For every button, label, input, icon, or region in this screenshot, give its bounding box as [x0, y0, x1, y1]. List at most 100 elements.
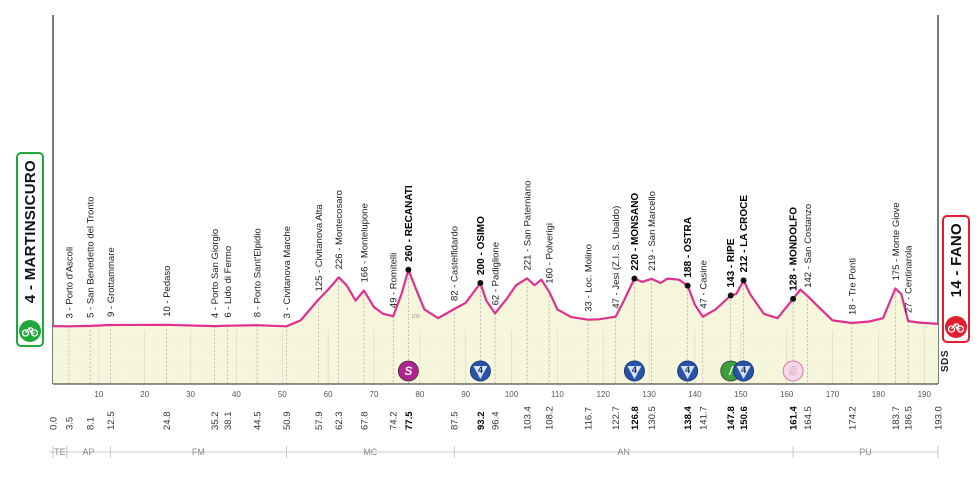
- x-tick-label: 10: [94, 390, 103, 399]
- region-label: MC: [363, 447, 377, 457]
- sprint-marker: S: [397, 360, 419, 382]
- km-label: 130.5: [647, 406, 658, 430]
- town-dot: [740, 277, 747, 284]
- km-label: 57.9: [314, 412, 325, 431]
- x-tick-label: 150: [734, 390, 748, 399]
- waypoint-label: 82 - Castelfidardo: [450, 226, 461, 301]
- sds-logo: SDS: [940, 350, 951, 373]
- x-tick-label: 40: [232, 390, 241, 399]
- km-label: 161.4: [789, 406, 800, 430]
- km-label: 0.0: [49, 417, 60, 430]
- km-label: 24.8: [162, 412, 173, 431]
- region-label: TE: [54, 447, 66, 457]
- finish-bicycle-icon: [945, 316, 967, 338]
- km-label: 103.4: [523, 406, 534, 430]
- climb-triangle: [627, 366, 642, 379]
- waypoint-label: 33 - Loc. Molino: [584, 244, 595, 312]
- waypoint-label: 160 - Polverigi: [545, 223, 556, 284]
- km4-marker: 4: [677, 360, 699, 382]
- km-label: 126.8: [630, 406, 641, 430]
- waypoint-label: 47 - Casine: [698, 260, 709, 309]
- waypoint-label: 175 - Monte Giove: [891, 202, 902, 280]
- sprint2-marker: S: [782, 360, 804, 382]
- km-label: 183.7: [891, 406, 902, 430]
- x-tick-label: 110: [551, 390, 564, 399]
- km-label: 116.7: [584, 407, 595, 430]
- waypoint-label: 219 - San Marcello: [647, 191, 658, 271]
- waypoint-label: 125 - Civitanova Alta: [314, 204, 325, 292]
- profile-line: [52, 268, 939, 328]
- town-dot: [631, 275, 638, 282]
- sprint-light-icon: [782, 360, 804, 382]
- x-tick-label: 20: [140, 390, 149, 399]
- waypoint-label: 8 - Porto Sant'Elpidio: [253, 228, 264, 317]
- finish-label: 14 - FANO: [947, 223, 965, 298]
- km-label: 3.5: [65, 417, 76, 430]
- region-label: FM: [192, 447, 205, 457]
- km-label: 35.2: [210, 412, 221, 431]
- km-label: 67.8: [359, 412, 370, 431]
- x-tick-label: 160: [780, 390, 794, 399]
- km-label: 38.1: [223, 412, 234, 431]
- marker-symbol: /: [728, 364, 734, 378]
- km-label: 87.5: [450, 412, 461, 431]
- km-label: 147.8: [726, 406, 737, 430]
- x-tick-label: 190: [918, 390, 932, 399]
- profile-area: [53, 269, 938, 384]
- waypoint-label: 128 - MONDOLFO: [789, 207, 800, 291]
- sprint-icon: [397, 360, 419, 382]
- km4-marker: 4: [733, 360, 755, 382]
- marker-symbol: 4: [741, 365, 746, 375]
- marker-symbol: 4: [478, 365, 483, 375]
- region-label: AP: [83, 447, 95, 457]
- climb-triangle: [473, 366, 488, 379]
- waypoint-label: 10 - Pedaso: [162, 266, 173, 317]
- km-label: 193.0: [934, 406, 945, 430]
- town-dot: [405, 266, 412, 273]
- waypoint-label: 49 - Romitelli: [389, 253, 400, 308]
- waypoint-label: 3 - Civitanova Marche: [282, 226, 293, 318]
- x-tick-label: 180: [872, 390, 886, 399]
- x-tick-label: 100: [505, 390, 519, 399]
- start-label: 4 - MARTINSICURO: [21, 160, 39, 304]
- km-label: 150.6: [739, 406, 750, 430]
- x-tick-label: 70: [370, 390, 379, 399]
- km-label: 62.3: [334, 412, 345, 431]
- waypoint-label: 142 - San Costanzo: [803, 204, 814, 288]
- marker-symbol: 4: [632, 365, 637, 375]
- waypoint-label: 9 - Grottammare: [106, 247, 117, 317]
- waypoint-label: 220 - MONSANO: [630, 193, 641, 271]
- town-dot: [684, 282, 691, 289]
- start-badge: 4 - MARTINSICURO: [16, 152, 44, 347]
- km-label: 108.2: [545, 406, 556, 430]
- x-tick-label: 130: [642, 390, 656, 399]
- x-tick-label: 50: [278, 390, 287, 399]
- finish-badge: 14 - FANO: [942, 215, 970, 343]
- x-tick-label: 90: [461, 390, 470, 399]
- km-label: 50.9: [282, 412, 293, 431]
- x-tick-label: 170: [826, 390, 840, 399]
- km-label: 138.4: [683, 406, 694, 430]
- waypoint-label: 4 - Porto San Giorgio: [210, 229, 221, 318]
- waypoint-label: 3 - Porto d'Ascoli: [65, 247, 76, 319]
- x-tick-label: 60: [324, 390, 333, 399]
- waypoint-label: 27 - Centinarola: [904, 245, 915, 313]
- marker-symbol: S: [404, 364, 412, 378]
- waypoint-label: 47 - Jesi (Z.I. S. Ubaldo): [611, 206, 622, 309]
- km-label: 174.2: [847, 406, 858, 430]
- altitude-tick: 100: [411, 314, 420, 320]
- km-label: 12.5: [106, 412, 117, 431]
- x-tick-label: 120: [597, 390, 611, 399]
- waypoint-label: 188 - OSTRA: [683, 217, 694, 278]
- climb-triangle: [680, 366, 695, 379]
- town-dot: [790, 295, 797, 302]
- waypoint-label: 6 - Lido di Fermo: [223, 246, 234, 318]
- km-label: 164.5: [803, 406, 814, 430]
- km-label: 186.5: [904, 406, 915, 430]
- x-tick-label: 30: [186, 390, 195, 399]
- km-label: 141.7: [698, 406, 709, 430]
- km4-marker: 4: [623, 360, 645, 382]
- waypoint-label: 221 - San Paterniano: [523, 181, 534, 271]
- waypoint-label: 166 - Montelupone: [359, 203, 370, 282]
